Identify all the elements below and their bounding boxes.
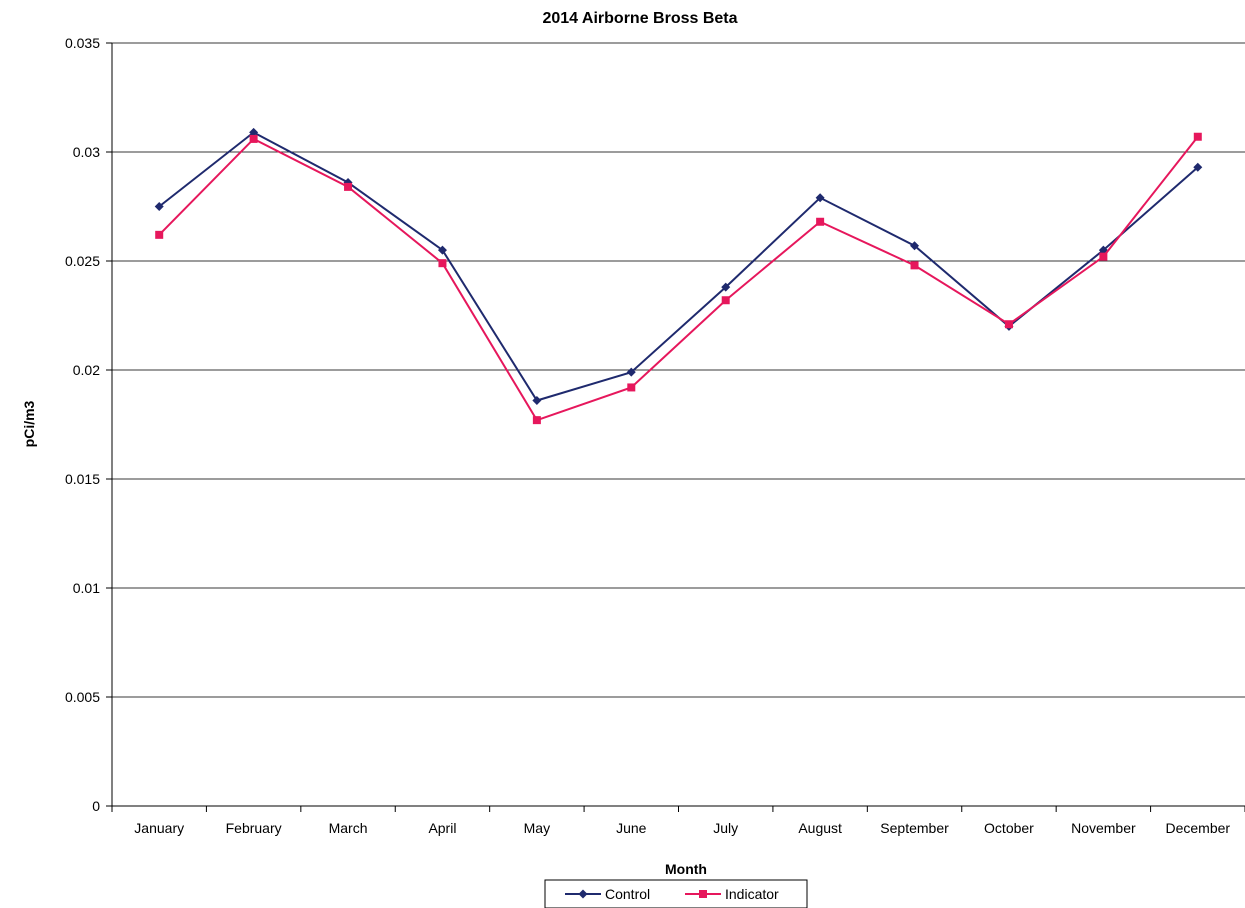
legend-marker bbox=[578, 889, 588, 899]
series-line bbox=[158, 131, 1199, 402]
x-tick-label: May bbox=[524, 820, 550, 836]
y-tick-label: 0.005 bbox=[65, 689, 100, 705]
data-point-control bbox=[154, 202, 164, 211]
data-point-control bbox=[1193, 162, 1203, 172]
data-point-indicator bbox=[1099, 252, 1108, 261]
series-line bbox=[158, 136, 1199, 422]
plot-area bbox=[154, 127, 1203, 425]
x-tick-label: October bbox=[984, 820, 1034, 836]
data-point-control bbox=[721, 282, 731, 292]
x-tick-label: January bbox=[134, 820, 184, 836]
y-axis: 0 0.005 0.01 0.015 0.02 0.025 0.03 0.035 bbox=[65, 35, 113, 814]
data-point-control bbox=[532, 396, 542, 406]
x-tick-label: July bbox=[713, 820, 738, 836]
x-axis: January February March April May June July Augu… bbox=[111, 805, 1245, 836]
x-tick-label: November bbox=[1071, 820, 1136, 836]
x-tick-label: February bbox=[226, 820, 282, 836]
y-tick-label: 0.01 bbox=[73, 580, 100, 596]
x-tick-label: December bbox=[1165, 820, 1230, 836]
data-point-indicator bbox=[155, 230, 164, 239]
x-tick-label: September bbox=[880, 820, 949, 836]
data-point-indicator bbox=[1004, 320, 1013, 329]
data-point-indicator bbox=[1193, 132, 1202, 141]
y-axis-title: pCi/m3 bbox=[21, 400, 37, 447]
x-tick-label: August bbox=[798, 820, 842, 836]
data-point-control bbox=[249, 127, 259, 137]
y-tick-label: 0.025 bbox=[65, 253, 100, 269]
y-tick-label: 0.015 bbox=[65, 471, 100, 487]
data-point-indicator bbox=[438, 259, 447, 268]
x-axis-title: Month bbox=[665, 861, 707, 877]
y-tick-label: 0.02 bbox=[73, 362, 100, 378]
legend-marker bbox=[699, 890, 707, 898]
series-indicator bbox=[155, 132, 1202, 425]
legend-label: Indicator bbox=[725, 886, 779, 902]
data-point-control bbox=[815, 193, 825, 203]
data-point-control bbox=[437, 245, 447, 255]
chart-title: 2014 Airborne Bross Beta bbox=[542, 10, 737, 27]
x-tick-label: March bbox=[329, 820, 368, 836]
data-point-indicator bbox=[532, 416, 541, 425]
y-tick-label: 0 bbox=[92, 798, 100, 814]
gridlines bbox=[112, 42, 1245, 698]
x-tick-label: April bbox=[428, 820, 456, 836]
data-point-indicator bbox=[721, 296, 730, 305]
data-point-control bbox=[626, 367, 636, 377]
y-tick-label: 0.03 bbox=[73, 144, 100, 160]
data-point-indicator bbox=[344, 182, 353, 191]
y-tick-label: 0.035 bbox=[65, 35, 100, 51]
data-point-indicator bbox=[627, 383, 636, 392]
legend-items: Control Indicator bbox=[565, 886, 779, 902]
data-point-indicator bbox=[249, 134, 258, 143]
legend: Control Indicator bbox=[544, 879, 808, 908]
data-point-control bbox=[910, 241, 920, 251]
x-tick-label: June bbox=[616, 820, 647, 836]
data-point-indicator bbox=[910, 261, 919, 270]
legend-label: Control bbox=[605, 886, 650, 902]
data-point-indicator bbox=[816, 217, 825, 226]
